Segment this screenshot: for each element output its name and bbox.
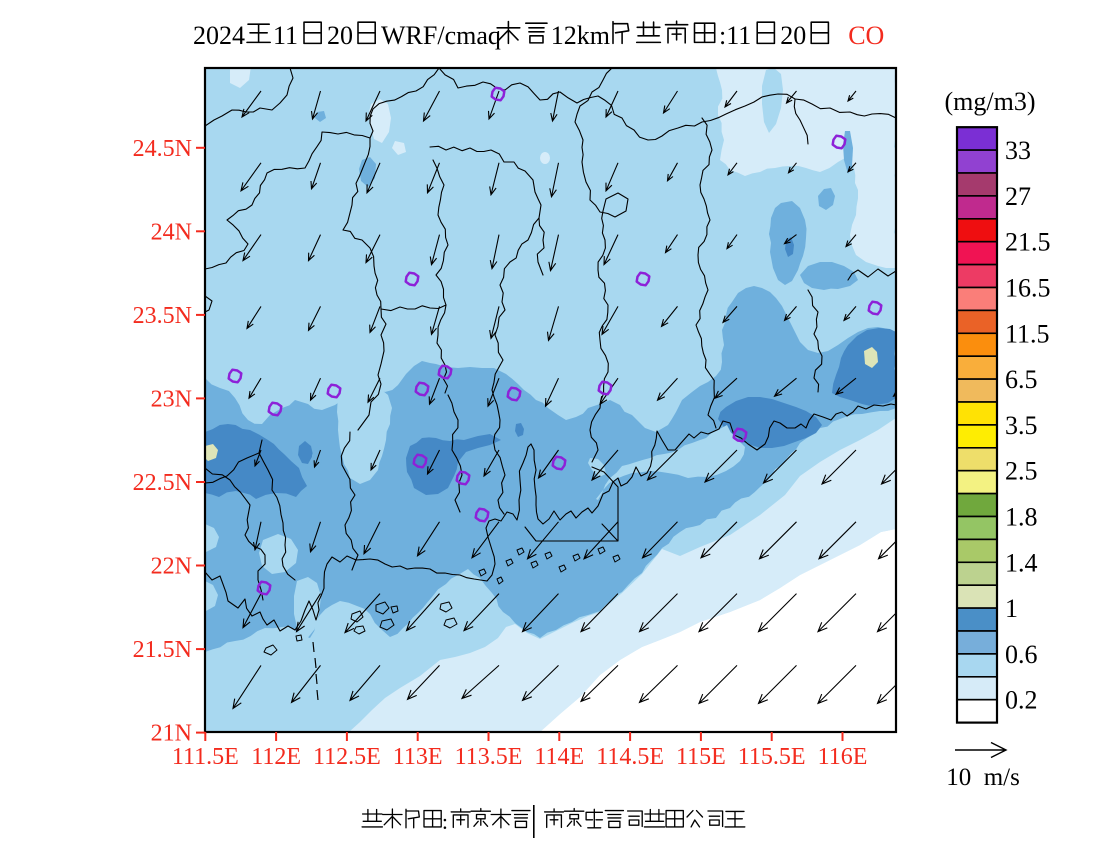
svg-text:21.5: 21.5 xyxy=(1005,228,1051,257)
svg-text:112.5E: 112.5E xyxy=(313,744,381,770)
svg-text:24N: 24N xyxy=(151,219,192,245)
svg-text:0.6: 0.6 xyxy=(1005,640,1038,669)
svg-text:10 m/s: 10 m/s xyxy=(946,764,1020,791)
svg-text:22N: 22N xyxy=(151,554,192,580)
svg-text:33: 33 xyxy=(1005,136,1031,165)
svg-text:115E: 115E xyxy=(676,744,726,770)
svg-text:20: 20 xyxy=(780,21,806,50)
svg-text:2024: 2024 xyxy=(193,21,245,50)
svg-text:114.5E: 114.5E xyxy=(596,744,664,770)
svg-text:113.5E: 113.5E xyxy=(455,744,523,770)
svg-text:113E: 113E xyxy=(393,744,443,770)
svg-text::: : xyxy=(719,21,726,50)
svg-text:24.5N: 24.5N xyxy=(133,136,192,162)
svg-text::: : xyxy=(442,809,448,834)
svg-text:21N: 21N xyxy=(151,721,192,747)
svg-text:12km: 12km xyxy=(551,21,610,50)
svg-text:1.8: 1.8 xyxy=(1005,503,1038,532)
svg-text:(mg/m3): (mg/m3) xyxy=(945,87,1036,116)
svg-text:20: 20 xyxy=(327,21,353,50)
svg-text:111.5E: 111.5E xyxy=(172,744,239,770)
svg-text:116E: 116E xyxy=(818,744,868,770)
svg-text:2.5: 2.5 xyxy=(1005,457,1038,486)
svg-text:11.5: 11.5 xyxy=(1005,319,1050,348)
svg-text:21.5N: 21.5N xyxy=(133,637,192,663)
svg-text:112E: 112E xyxy=(251,744,301,770)
svg-text:23.5N: 23.5N xyxy=(133,303,192,329)
svg-text:23N: 23N xyxy=(151,386,192,412)
svg-text:0.2: 0.2 xyxy=(1005,686,1038,715)
svg-text:1.4: 1.4 xyxy=(1005,548,1038,577)
svg-text:22.5N: 22.5N xyxy=(133,470,192,496)
svg-text:115.5E: 115.5E xyxy=(738,744,806,770)
svg-text:114E: 114E xyxy=(534,744,584,770)
svg-text:WRF/cmaq: WRF/cmaq xyxy=(381,21,501,50)
svg-text:CO: CO xyxy=(848,21,884,50)
svg-text:1: 1 xyxy=(1005,594,1018,623)
svg-text:16.5: 16.5 xyxy=(1005,274,1051,303)
svg-text:27: 27 xyxy=(1005,182,1031,211)
svg-text:11: 11 xyxy=(273,21,298,50)
svg-text:11: 11 xyxy=(726,21,751,50)
svg-text:6.5: 6.5 xyxy=(1005,365,1038,394)
svg-text:3.5: 3.5 xyxy=(1005,411,1038,440)
